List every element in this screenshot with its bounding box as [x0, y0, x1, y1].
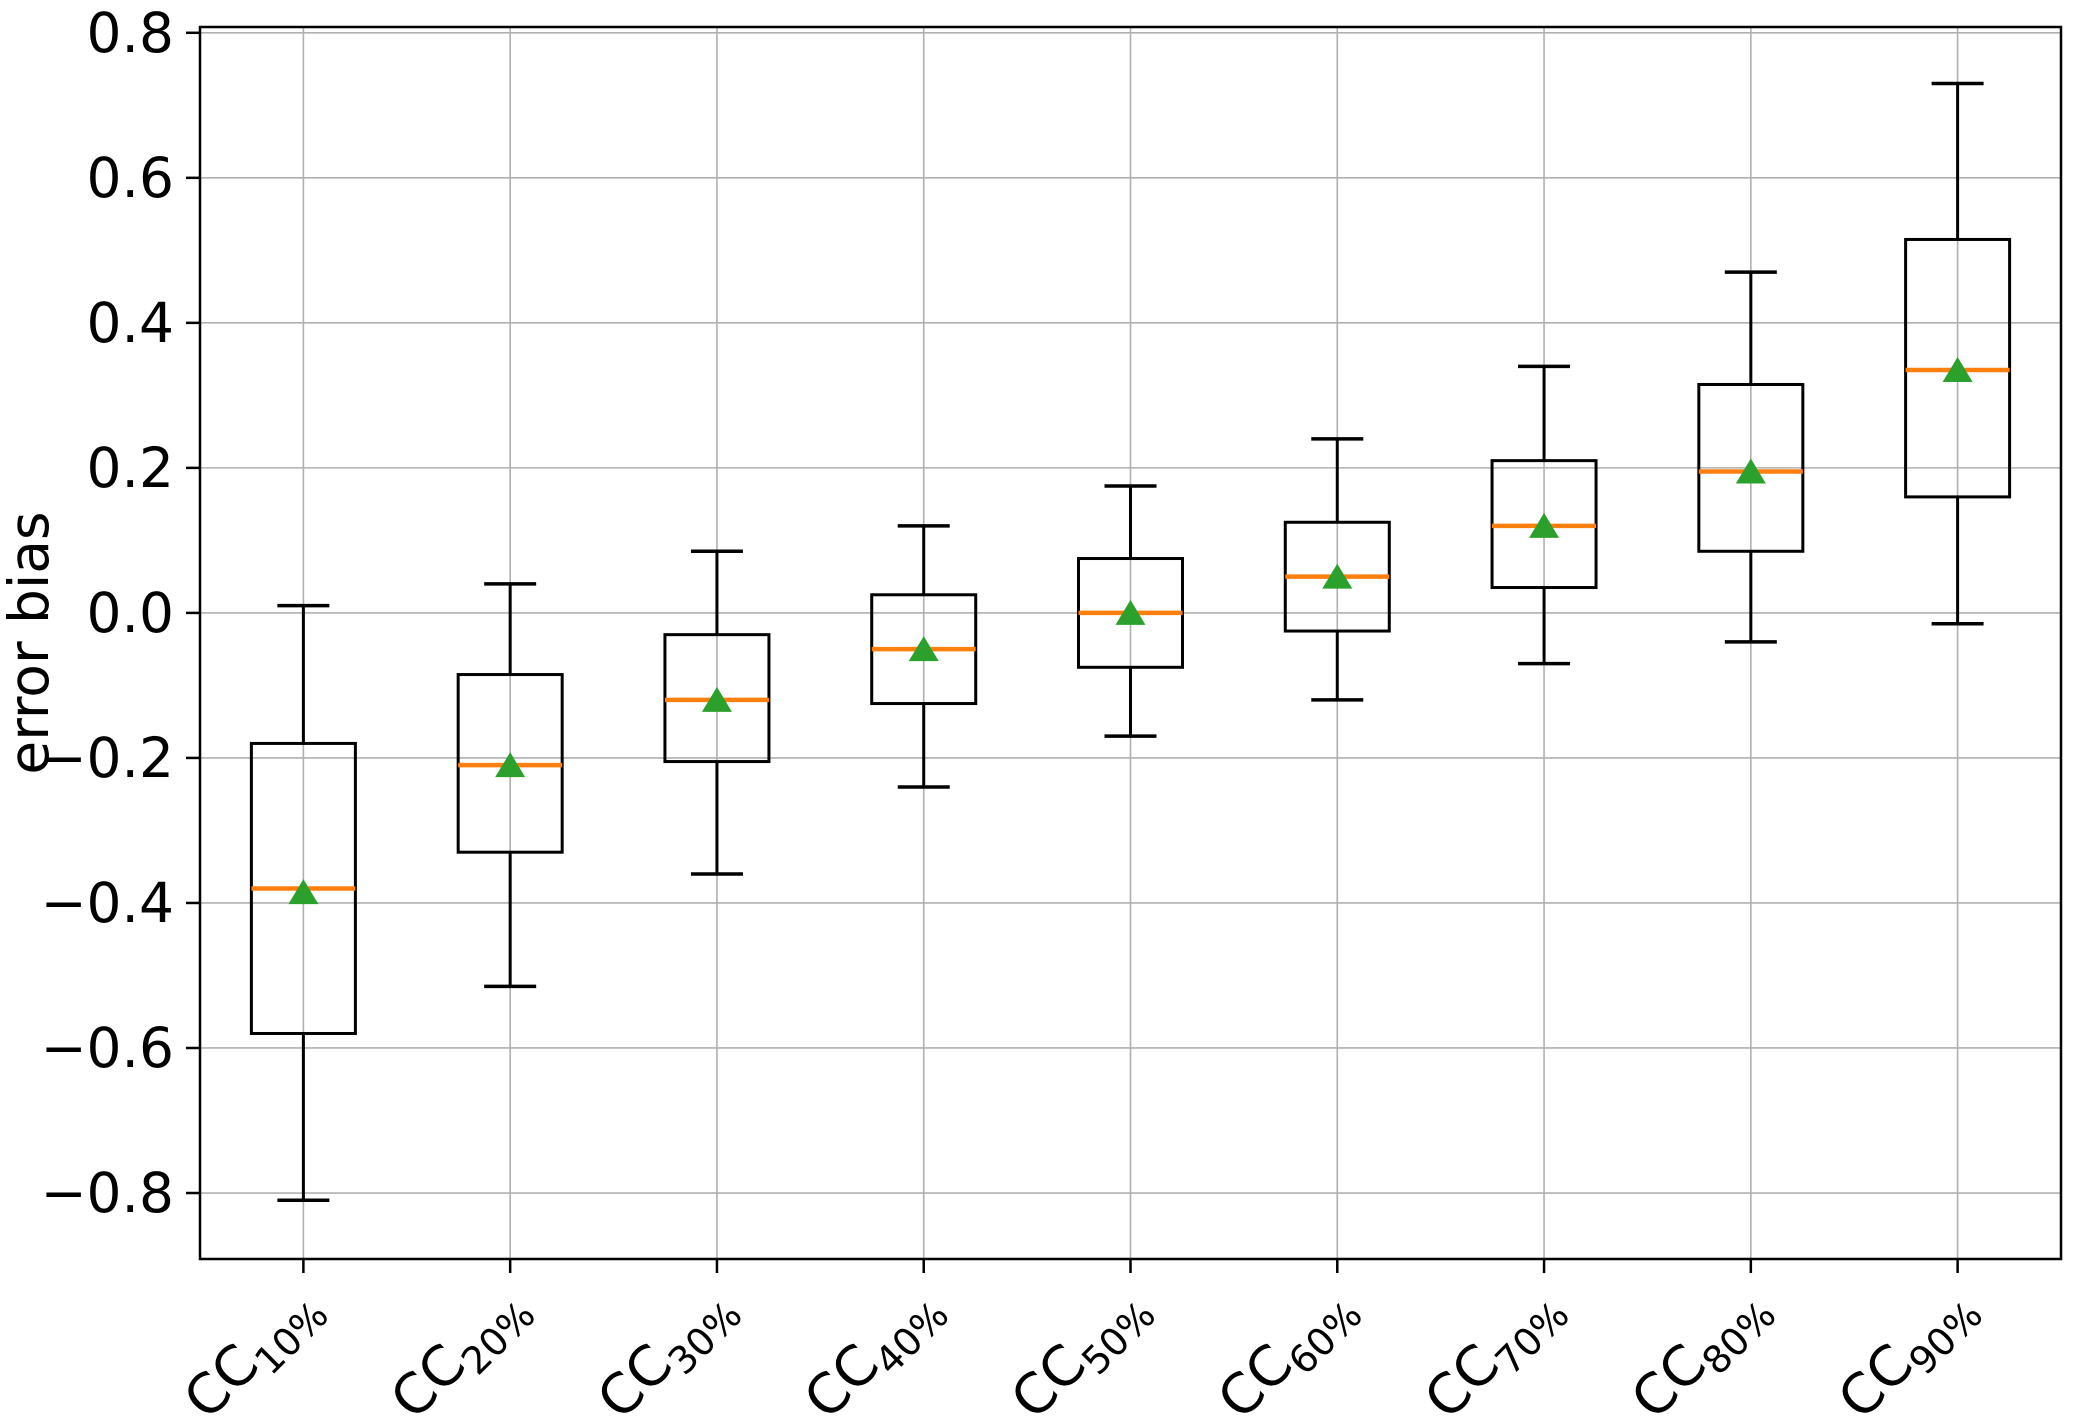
box-group-CC90%	[1904, 81, 2012, 626]
y-tick-label: −0.6	[40, 1016, 174, 1080]
box-group-CC70%	[1490, 364, 1598, 666]
x-tick-label: CC50%	[998, 1272, 1164, 1424]
x-tick-label: CC70%	[1412, 1272, 1578, 1424]
y-tick-label: 0.0	[87, 581, 174, 645]
iqr-box	[1697, 382, 1805, 553]
y-axis-label: error bias	[0, 511, 61, 774]
box-group-CC10%	[249, 603, 357, 1203]
mean-marker	[701, 686, 732, 712]
box-group-CC30%	[663, 549, 771, 876]
box-group-CC40%	[870, 524, 978, 789]
grid-layer	[200, 27, 2061, 1259]
box-group-CC50%	[1077, 484, 1184, 738]
mean-marker	[1529, 512, 1560, 538]
x-tick-label: CC90%	[1826, 1272, 1992, 1424]
x-tick-label: CC10%	[171, 1272, 337, 1424]
y-tick-label: −0.2	[40, 726, 174, 790]
mean-marker	[1735, 458, 1766, 484]
x-tick-label: CC30%	[585, 1272, 751, 1424]
mean-marker	[1942, 356, 1973, 382]
mean-marker	[908, 636, 939, 662]
x-tick-label: CC20%	[378, 1272, 544, 1424]
box-group-CC80%	[1697, 270, 1805, 644]
box-layer	[249, 81, 2012, 1203]
mean-marker	[495, 752, 526, 778]
x-tick-label: CC60%	[1205, 1272, 1371, 1424]
x-tick-label: CC40%	[792, 1272, 958, 1424]
y-tick-label: −0.4	[40, 871, 174, 935]
axes-layer	[186, 25, 2063, 1273]
x-tick-label: CC80%	[1619, 1272, 1785, 1424]
y-tick-label: 0.8	[87, 1, 174, 65]
y-tick-label: 0.4	[87, 291, 174, 355]
mean-marker	[1322, 563, 1353, 589]
tick-label-layer: 0.8 0.6 0.4 0.2 0.0 −0.2 −0.4 −0.6 −0.8 CC10% CC20…	[40, 1, 1991, 1424]
mean-marker	[288, 879, 319, 905]
y-tick-label: 0.2	[87, 436, 174, 500]
y-tick-label: 0.6	[87, 146, 174, 210]
box-group-CC20%	[456, 582, 564, 989]
box-group-CC60%	[1283, 437, 1391, 702]
mean-marker	[1115, 599, 1146, 625]
y-tick-label: −0.8	[40, 1161, 174, 1225]
